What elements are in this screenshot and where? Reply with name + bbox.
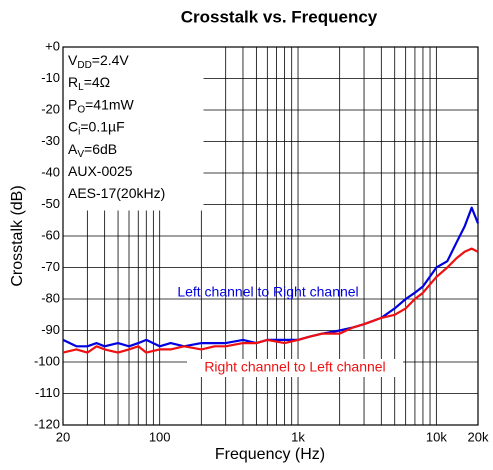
chart-title: Crosstalk vs. Frequency: [181, 7, 378, 26]
x-tick-label: 20: [56, 429, 70, 444]
y-tick-label: -40: [41, 164, 60, 179]
y-tick-label: -20: [41, 101, 60, 116]
series-line: [62, 206, 480, 348]
annotation-part: A: [68, 141, 78, 157]
annotation-part: R: [68, 74, 78, 90]
y-tick-label: -90: [41, 322, 60, 337]
annotation-part: DD: [77, 60, 91, 71]
annotation-box: [63, 47, 204, 211]
y-tick-label: -10: [41, 70, 60, 85]
annotation-part: AES-17(20kHz): [68, 185, 165, 201]
series-label: Right channel to Left channel: [204, 359, 385, 375]
y-axis-label: Crosstalk (dB): [9, 185, 26, 286]
annotation-part: =4Ω: [84, 74, 110, 90]
annotation-part: V: [77, 148, 84, 159]
annotation-text: AUX-0025: [68, 163, 133, 179]
y-tick-label: -50: [41, 196, 60, 211]
y-tick-label: -120: [34, 416, 60, 431]
annotation-text: PO=41mW: [68, 96, 135, 115]
y-tick-label: -80: [41, 290, 60, 305]
annotation-text: Ci=0.1µF: [68, 118, 125, 137]
annotation-part: O: [77, 104, 85, 115]
annotation-part: C: [68, 118, 78, 134]
y-tick-label: -110: [35, 385, 60, 400]
annotation-part: =0.1µF: [80, 118, 124, 134]
annotation-text: RL=4Ω: [68, 74, 110, 93]
annotation-part: =41mW: [85, 96, 134, 112]
series-label: Left channel to Right channel: [177, 284, 358, 300]
annotation-part: =2.4V: [92, 52, 130, 68]
y-tick-label: -70: [41, 259, 60, 274]
x-axis-label: Frequency (Hz): [215, 446, 325, 463]
annotation-part: L: [78, 82, 84, 93]
annotation-text: AES-17(20kHz): [68, 185, 165, 201]
plot-border: [62, 46, 479, 426]
y-tick-label: -30: [41, 133, 60, 148]
series-label-bg: [187, 359, 403, 377]
annotation-text: AV=6dB: [68, 141, 117, 160]
series-line: [62, 247, 479, 354]
x-tick-label: 20k: [468, 429, 489, 444]
y-tick-label: -100: [34, 353, 60, 368]
x-tick-label: 10k: [426, 429, 447, 444]
annotation-part: V: [68, 52, 78, 68]
annotation-part: =6dB: [84, 141, 117, 157]
x-tick-label: 100: [149, 429, 171, 444]
annotation-part: i: [78, 126, 80, 137]
annotation-text: VDD=2.4V: [68, 52, 129, 71]
annotation-part: AUX-0025: [68, 163, 133, 179]
annotation-part: P: [68, 96, 77, 112]
x-tick-label: 1k: [291, 429, 305, 444]
y-tick-label: -60: [41, 227, 60, 242]
y-tick-label: +0: [45, 38, 60, 53]
